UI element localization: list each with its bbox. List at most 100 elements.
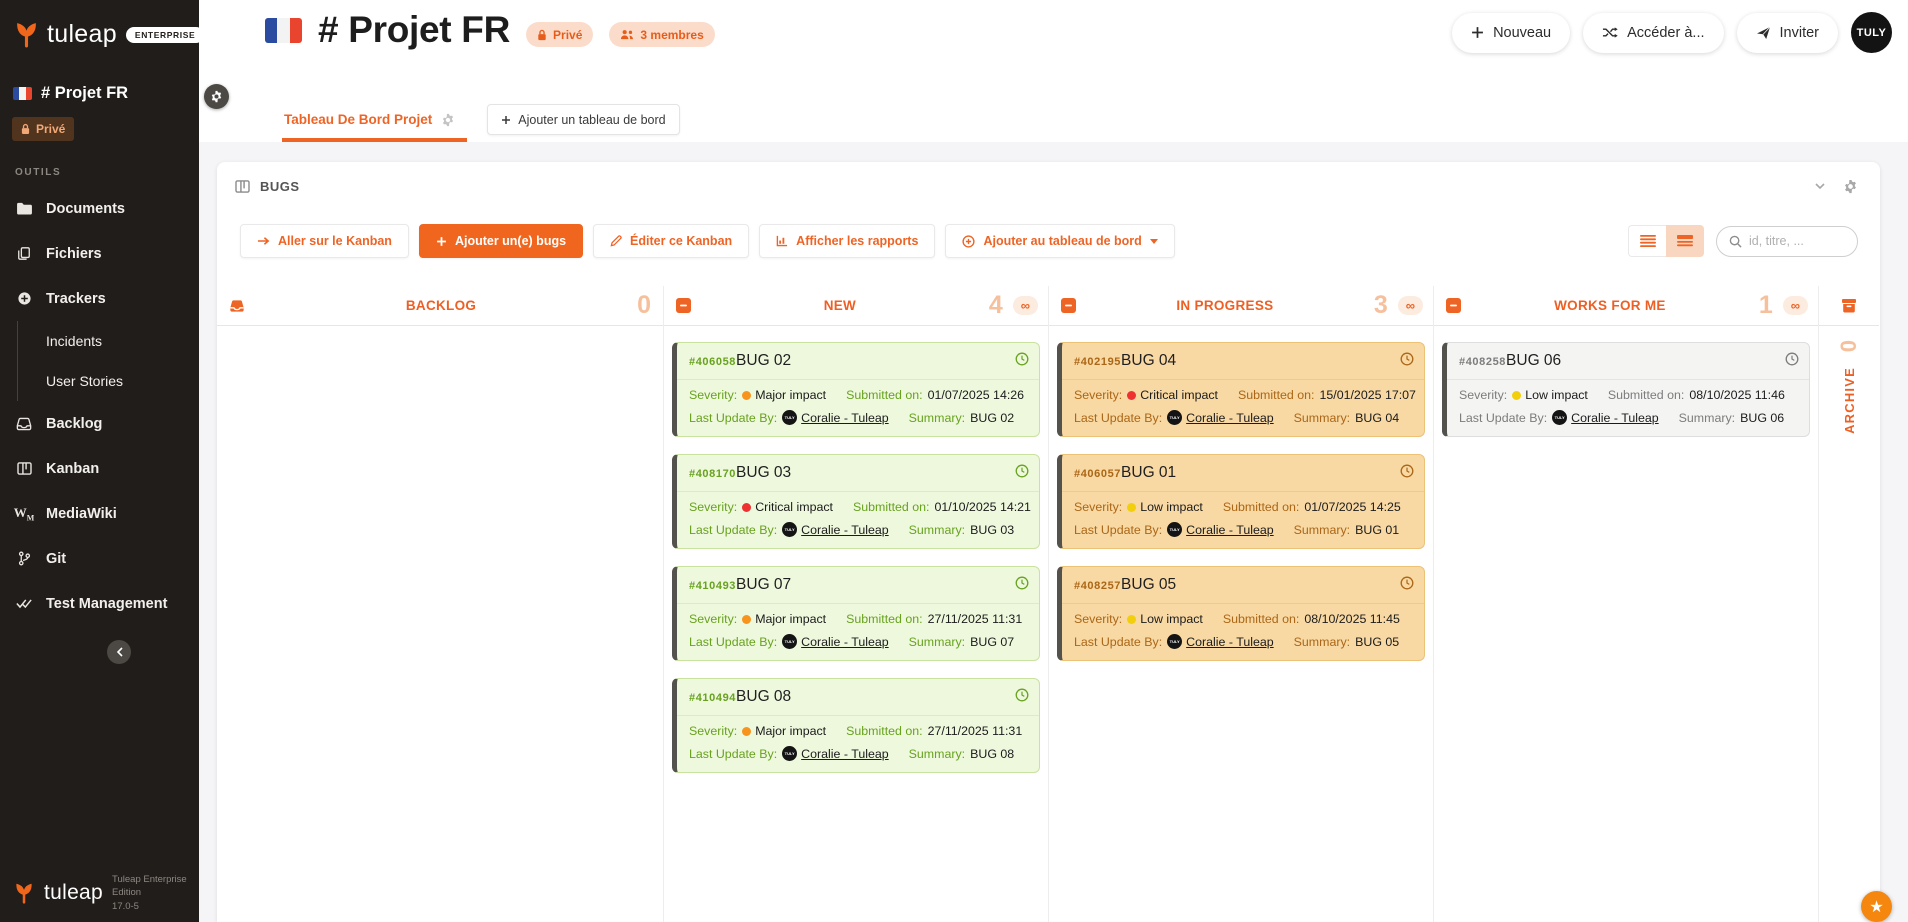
collapse-column-icon[interactable] [676, 298, 691, 313]
wip-limit-badge[interactable]: ∞ [1397, 296, 1423, 315]
card-row-update: Last Update By: TULY Coralie - Tuleap Summa… [689, 634, 1027, 649]
kanban-card[interactable]: #410493 BUG 07 Severity: Major impact Submit… [672, 566, 1040, 661]
kanban-column-backlog: BACKLOG 0 [217, 286, 664, 922]
updater-link[interactable]: Coralie - Tuleap [1571, 410, 1659, 425]
updater-link[interactable]: Coralie - Tuleap [801, 746, 889, 761]
updater-link[interactable]: Coralie - Tuleap [801, 410, 889, 425]
sidebar-item-label: MediaWiki [46, 505, 117, 522]
add-dashboard-tab-button[interactable]: Ajouter un tableau de bord [487, 104, 680, 135]
sidebar-item-git[interactable]: Git [0, 536, 199, 581]
sidebar-item-test-management[interactable]: Test Management [0, 581, 199, 626]
sidebar-collapse-button[interactable] [107, 640, 131, 664]
clock-icon [1400, 352, 1414, 366]
sidebar-item-label: Trackers [46, 290, 106, 307]
kanban-card[interactable]: #408170 BUG 03 Severity: Critical impact Sub… [672, 454, 1040, 549]
clock-icon [1785, 352, 1799, 366]
collapse-column-icon[interactable] [1061, 298, 1076, 313]
archive-column-title: ARCHIVE [1841, 367, 1857, 435]
updater-link[interactable]: Coralie - Tuleap [801, 634, 889, 649]
chevron-down-icon[interactable] [1815, 183, 1825, 189]
kanban-column-new: NEW 4 ∞ #406058 BUG 02 Severity: Major impact S… [664, 286, 1049, 922]
sidebar-item-label: User Stories [46, 373, 124, 389]
bugs-widget: BUGS Aller sur le Kanban [217, 162, 1880, 922]
clock-icon [1400, 464, 1414, 478]
sidebar-item-mediawiki[interactable]: WM MediaWiki [0, 491, 199, 536]
card-row-severity: Severity: Critical impact Submitted on: 15/… [1074, 388, 1416, 402]
kanban-card[interactable]: #402195 BUG 04 Severity: Critical impact Sub… [1057, 342, 1425, 437]
search-input[interactable] [1749, 234, 1845, 248]
kanban-card[interactable]: #408258 BUG 06 Severity: Low impact Submitte… [1442, 342, 1810, 437]
go-to-kanban-button[interactable]: Aller sur le Kanban [240, 224, 409, 258]
add-to-dashboard-button[interactable]: Ajouter au tableau de bord [945, 224, 1175, 258]
access-button[interactable]: Accéder à... [1583, 12, 1724, 53]
updater-link[interactable]: Coralie - Tuleap [1186, 634, 1274, 649]
card-divider [1062, 379, 1424, 380]
card-row-update: Last Update By: TULY Coralie - Tuleap Summa… [1459, 410, 1797, 425]
clock-icon [1015, 352, 1029, 366]
updater-link[interactable]: Coralie - Tuleap [801, 522, 889, 537]
dashboard-content: BUGS Aller sur le Kanban [199, 142, 1908, 922]
tab-project-dashboard[interactable]: Tableau De Bord Projet [282, 112, 468, 142]
whats-new-button[interactable]: ★ [1861, 891, 1892, 922]
severity-label: Severity: [689, 500, 738, 514]
add-bugs-button[interactable]: Ajouter un(e) bugs [418, 224, 584, 258]
members-badge[interactable]: 3 membres [609, 22, 715, 47]
severity-dot [742, 502, 752, 512]
sidebar-item-backlog[interactable]: Backlog [0, 401, 199, 446]
gear-icon[interactable] [1843, 179, 1858, 194]
collapse-column-icon[interactable] [1446, 298, 1461, 313]
summary-value: BUG 06 [1740, 410, 1785, 425]
severity-label: Severity: [1074, 612, 1123, 626]
summary-label: Summary: [908, 410, 966, 425]
column-body-backlog [217, 326, 663, 922]
sidebar-project-name[interactable]: # Projet FR [0, 49, 199, 103]
kanban-card[interactable]: #406058 BUG 02 Severity: Major impact Submit… [672, 342, 1040, 437]
card-id: #410494 [689, 692, 737, 704]
updater-avatar: TULY [782, 746, 798, 761]
clock-icon [1015, 464, 1029, 478]
severity-dot [1127, 502, 1137, 512]
wip-limit-badge[interactable]: ∞ [1012, 296, 1038, 315]
column-header-backlog: BACKLOG 0 [217, 286, 663, 326]
card-title: BUG 02 [736, 352, 792, 369]
edit-kanban-button[interactable]: Éditer ce Kanban [593, 224, 750, 258]
sidebar-item-kanban[interactable]: Kanban [0, 446, 199, 491]
column-body-works-for-me: #408258 BUG 06 Severity: Low impact Submitte… [1434, 326, 1818, 922]
submitted-on-label: Submitted on: [846, 388, 923, 402]
wip-limit-badge[interactable]: ∞ [1782, 296, 1808, 315]
sidebar-item-documents[interactable]: Documents [0, 186, 199, 231]
kanban-card[interactable]: #406057 BUG 01 Severity: Low impact Submitte… [1057, 454, 1425, 549]
compact-view-button[interactable] [1628, 225, 1666, 257]
inbox-icon [229, 299, 245, 313]
card-id: #408170 [689, 468, 737, 480]
clock-icon [1015, 688, 1029, 702]
summary-value: BUG 07 [970, 634, 1015, 649]
gear-icon[interactable] [441, 113, 455, 127]
project-settings-button[interactable] [204, 84, 229, 109]
show-reports-button[interactable]: Afficher les rapports [759, 224, 936, 258]
user-avatar[interactable]: TULY [1851, 12, 1892, 53]
new-button[interactable]: Nouveau [1452, 12, 1571, 53]
dense-list-icon [1639, 235, 1656, 247]
sidebar-item-user-stories[interactable]: User Stories [0, 361, 199, 401]
card-divider [677, 379, 1039, 380]
clock-icon [1015, 576, 1029, 590]
tuleap-logo-icon [13, 21, 40, 48]
sidebar-item-fichiers[interactable]: Fichiers [0, 231, 199, 276]
invite-button[interactable]: Inviter [1736, 12, 1838, 53]
sidebar-logo[interactable]: tuleap ENTERPRISE [0, 0, 205, 49]
kanban-column-archive[interactable]: 0 ARCHIVE [1819, 286, 1879, 922]
sidebar-item-trackers[interactable]: Trackers [0, 276, 199, 321]
card-row-severity: Severity: Major impact Submitted on: 27/11/… [689, 612, 1027, 626]
summary-label: Summary: [1678, 410, 1736, 425]
last-update-by-label: Last Update By: [689, 522, 778, 537]
kanban-card[interactable]: #410494 BUG 08 Severity: Major impact Submit… [672, 678, 1040, 773]
updater-link[interactable]: Coralie - Tuleap [1186, 410, 1274, 425]
summary-label: Summary: [1293, 634, 1351, 649]
kanban-card[interactable]: #408257 BUG 05 Severity: Low impact Submitte… [1057, 566, 1425, 661]
submitted-on-label: Submitted on: [846, 724, 923, 738]
sidebar-item-incidents[interactable]: Incidents [0, 321, 199, 361]
updater-link[interactable]: Coralie - Tuleap [1186, 522, 1274, 537]
pencil-icon [610, 235, 622, 247]
detailed-view-button[interactable] [1666, 225, 1704, 257]
